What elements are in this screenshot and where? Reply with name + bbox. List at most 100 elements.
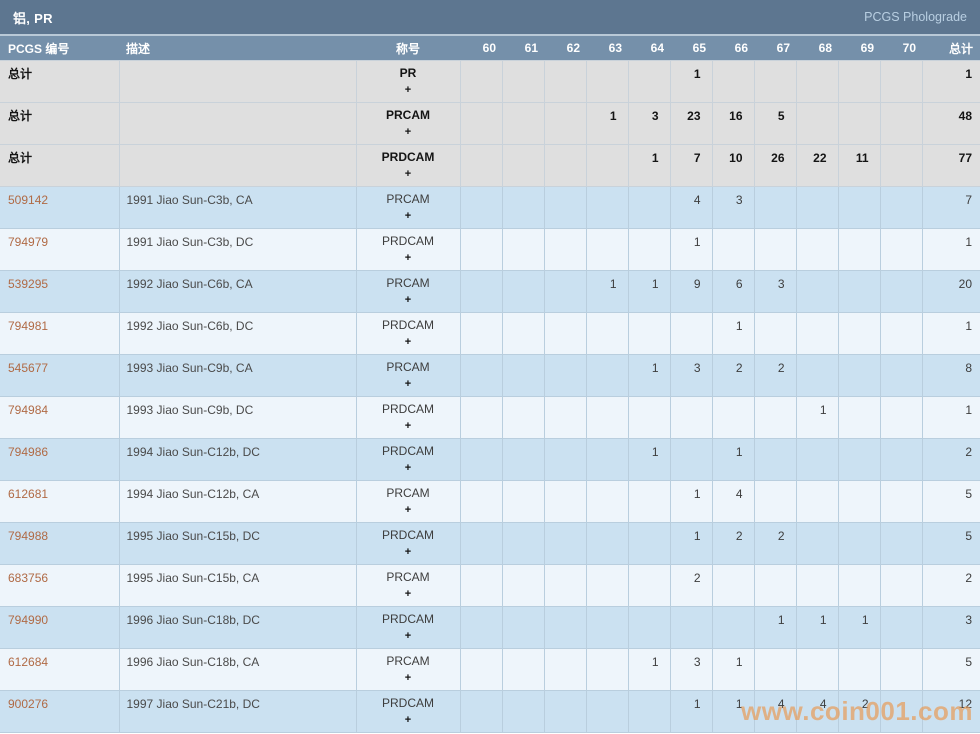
pcgs-number-link[interactable]: 612681: [8, 487, 49, 501]
pcgs-number-link[interactable]: 794979: [8, 235, 49, 249]
grade-68-cell: 22: [795, 144, 839, 187]
total-cell: 1: [921, 396, 980, 439]
pcgs-number-link[interactable]: 683756: [8, 571, 49, 585]
grade-65-cell: 1: [669, 60, 713, 103]
grade-64-cell: [627, 690, 671, 733]
description-cell: 1993 Jiao Sun-C9b, CA: [118, 354, 357, 397]
grade-60-cell: [459, 480, 503, 523]
designation-label: PRCAM: [386, 570, 430, 584]
table-row: 509142 1991 Jiao Sun-C3b, CA PRCAM +4 3 7: [0, 186, 980, 229]
description-cell: 1995 Jiao Sun-C15b, CA: [118, 564, 357, 607]
grade-61-cell: [501, 270, 545, 313]
grade-69-cell: [837, 60, 881, 103]
col-header-grade-66: 66: [712, 36, 754, 61]
grade-61-cell: [501, 480, 545, 523]
total-cell: 1: [921, 228, 980, 271]
table-row: 539295 1992 Jiao Sun-C6b, CA PRCAM +1 1 9 6 3 20: [0, 270, 980, 313]
grade-60-cell: [459, 186, 503, 229]
pcgs-number-link[interactable]: 545677: [8, 361, 49, 375]
description-cell: [118, 60, 357, 103]
designation-label: PRCAM: [386, 192, 430, 206]
grade-65-cell: [669, 438, 713, 481]
grade-64-cell: [627, 228, 671, 271]
total-cell: 5: [921, 480, 980, 523]
grade-69-cell: [837, 270, 881, 313]
pcgs-number-link[interactable]: 794988: [8, 529, 49, 543]
designation-cell: PRCAM +: [355, 354, 461, 397]
pcgs-number-link[interactable]: 794990: [8, 613, 49, 627]
title-bar: 铝, PR PCGS Pholograde: [0, 0, 980, 36]
table-header-row: PCGS 编号 描述 称号 60 61 62 63 64 65 66 67 68 69 70 总计: [0, 36, 980, 61]
grade-62-cell: [543, 564, 587, 607]
description-cell: 1995 Jiao Sun-C15b, DC: [118, 522, 357, 565]
grade-60-cell: [459, 648, 503, 691]
grade-61-cell: [501, 60, 545, 103]
grade-69-cell: [837, 522, 881, 565]
grade-69-cell: [837, 438, 881, 481]
grade-67-cell: [753, 396, 797, 439]
description-cell: 1996 Jiao Sun-C18b, CA: [118, 648, 357, 691]
grade-68-cell: [795, 270, 839, 313]
grade-69-cell: [837, 312, 881, 355]
grade-66-cell: 16: [711, 102, 755, 145]
pcgs-number-cell: 612684: [0, 648, 120, 691]
description-cell: 1992 Jiao Sun-C6b, DC: [118, 312, 357, 355]
pcgs-number-link[interactable]: 900276: [8, 697, 49, 711]
grade-60-cell: [459, 144, 503, 187]
pcgs-number-link[interactable]: 509142: [8, 193, 49, 207]
grade-64-cell: 1: [627, 270, 671, 313]
grade-64-cell: [627, 480, 671, 523]
grade-70-cell: [879, 648, 923, 691]
grade-62-cell: [543, 690, 587, 733]
col-header-grade-62: 62: [544, 36, 586, 61]
pcgs-number-link[interactable]: 539295: [8, 277, 49, 291]
col-header-grade-63: 63: [586, 36, 628, 61]
designation-label: PRDCAM: [381, 402, 434, 416]
grade-70-cell: [879, 144, 923, 187]
grade-65-cell: 2: [669, 564, 713, 607]
plus-designation-label: +: [404, 378, 412, 390]
grade-66-cell: 2: [711, 522, 755, 565]
pcgs-number-link[interactable]: 794986: [8, 445, 49, 459]
col-header-grade-60: 60: [460, 36, 502, 61]
photograde-link[interactable]: PCGS Pholograde: [864, 10, 967, 24]
grade-66-cell: [711, 60, 755, 103]
grade-70-cell: [879, 606, 923, 649]
designation-label: PRCAM: [386, 486, 430, 500]
grade-65-cell: 23: [669, 102, 713, 145]
plus-designation-label: +: [404, 672, 412, 684]
grade-67-cell: 2: [753, 522, 797, 565]
designation-label: PRDCAM: [381, 234, 434, 248]
pcgs-number-link[interactable]: 612684: [8, 655, 49, 669]
pcgs-number-link[interactable]: 794984: [8, 403, 49, 417]
grade-70-cell: [879, 396, 923, 439]
grade-64-cell: 1: [627, 354, 671, 397]
pcgs-number-link[interactable]: 794981: [8, 319, 49, 333]
grade-62-cell: [543, 144, 587, 187]
pcgs-number-cell: 545677: [0, 354, 120, 397]
table-row: 612684 1996 Jiao Sun-C18b, CA PRCAM +1 3 1 5: [0, 648, 980, 691]
grade-60-cell: [459, 564, 503, 607]
grade-67-cell: 4: [753, 690, 797, 733]
total-cell: 77: [921, 144, 980, 187]
grade-69-cell: [837, 102, 881, 145]
grade-67-cell: [753, 228, 797, 271]
grade-70-cell: [879, 228, 923, 271]
grade-61-cell: [501, 564, 545, 607]
grade-63-cell: [585, 354, 629, 397]
grade-63-cell: [585, 396, 629, 439]
grade-61-cell: [501, 606, 545, 649]
grade-68-cell: 4: [795, 690, 839, 733]
grade-60-cell: [459, 102, 503, 145]
grade-63-cell: [585, 522, 629, 565]
grade-69-cell: 11: [837, 144, 881, 187]
grade-68-cell: 1: [795, 396, 839, 439]
table-row: 794990 1996 Jiao Sun-C18b, DC PRDCAM +1 1 1 3: [0, 606, 980, 649]
grade-69-cell: 2: [837, 690, 881, 733]
table-row: 794984 1993 Jiao Sun-C9b, DC PRDCAM +1 1: [0, 396, 980, 439]
table-row: 794981 1992 Jiao Sun-C6b, DC PRDCAM +1 1: [0, 312, 980, 355]
col-header-grade-70: 70: [880, 36, 922, 61]
pcgs-number-cell: 509142: [0, 186, 120, 229]
grade-70-cell: [879, 564, 923, 607]
grade-61-cell: [501, 312, 545, 355]
